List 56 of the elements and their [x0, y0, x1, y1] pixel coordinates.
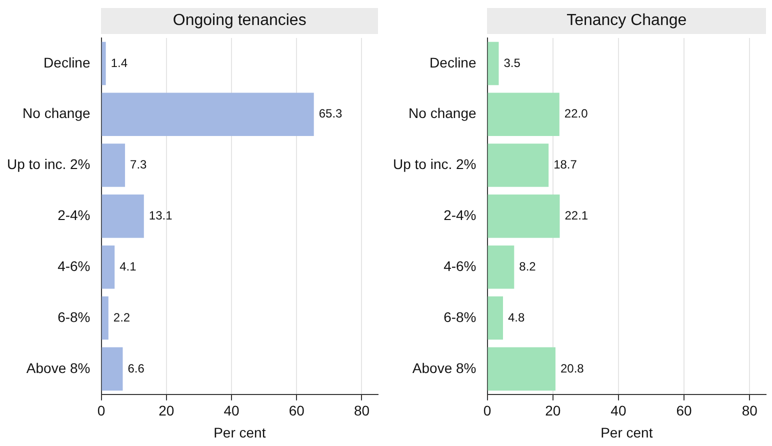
data-label: 3.5	[504, 56, 521, 70]
x-tick-label: 40	[224, 402, 240, 419]
x-tick-label: 80	[354, 402, 370, 419]
y-tick-label: Decline	[430, 54, 476, 70]
y-tick-label: Up to inc. 2%	[392, 156, 476, 172]
y-tick-label: 4-6%	[444, 258, 476, 274]
data-label: 65.3	[318, 106, 343, 121]
data-label: 13.1	[148, 208, 173, 223]
x-tick-label: 20	[545, 402, 561, 419]
bar	[488, 194, 560, 238]
y-tick-label: Decline	[44, 54, 90, 70]
y-tick-label: Up to inc. 2%	[6, 156, 90, 172]
data-label: 4.1	[120, 259, 137, 274]
y-tick-label: 4-6%	[58, 258, 90, 274]
bar	[102, 92, 314, 136]
y-tick-label: No change	[22, 105, 90, 122]
y-tick-label: 6-8%	[444, 308, 476, 325]
y-tick-label: No change	[408, 105, 476, 122]
data-label: 22.0	[564, 106, 588, 121]
x-tick-label: 80	[742, 402, 758, 419]
data-label: 20.8	[560, 361, 584, 376]
bar	[488, 42, 499, 86]
x-axis-title: Per cent	[214, 424, 266, 440]
bar	[102, 194, 144, 238]
bar	[488, 296, 503, 340]
bar	[102, 296, 108, 340]
bar	[102, 245, 115, 289]
x-tick-label: 60	[676, 402, 692, 419]
data-label: 4.8	[508, 310, 526, 324]
data-label: 22.1	[564, 208, 588, 223]
data-label: 6.6	[128, 361, 145, 376]
y-tick-label: Above 8%	[412, 360, 476, 376]
x-tick-label: 60	[288, 402, 305, 419]
x-tick-label: 20	[158, 402, 174, 419]
bar	[102, 347, 123, 391]
bar	[488, 347, 556, 391]
bar	[102, 144, 126, 187]
data-label: 8.2	[519, 259, 536, 274]
x-axis-title: Per cent	[600, 424, 653, 440]
bar	[102, 42, 106, 86]
y-tick-label: 6-8%	[58, 308, 90, 325]
y-tick-label: 2-4%	[444, 207, 476, 224]
data-label: 7.3	[130, 158, 148, 172]
bar	[488, 144, 549, 187]
bar	[488, 245, 514, 289]
x-tick-label: 40	[610, 402, 626, 419]
x-tick-label: 0	[483, 402, 492, 419]
bar	[488, 92, 560, 136]
data-label: 18.7	[554, 158, 578, 172]
y-tick-label: 2-4%	[58, 207, 90, 224]
y-tick-label: Above 8%	[26, 360, 90, 376]
x-tick-label: 0	[97, 402, 106, 419]
chart-title: Tenancy Change	[487, 8, 766, 34]
chart-title: Ongoing tenancies	[101, 8, 378, 34]
data-label: 1.4	[110, 56, 128, 70]
data-label: 2.2	[113, 310, 130, 324]
